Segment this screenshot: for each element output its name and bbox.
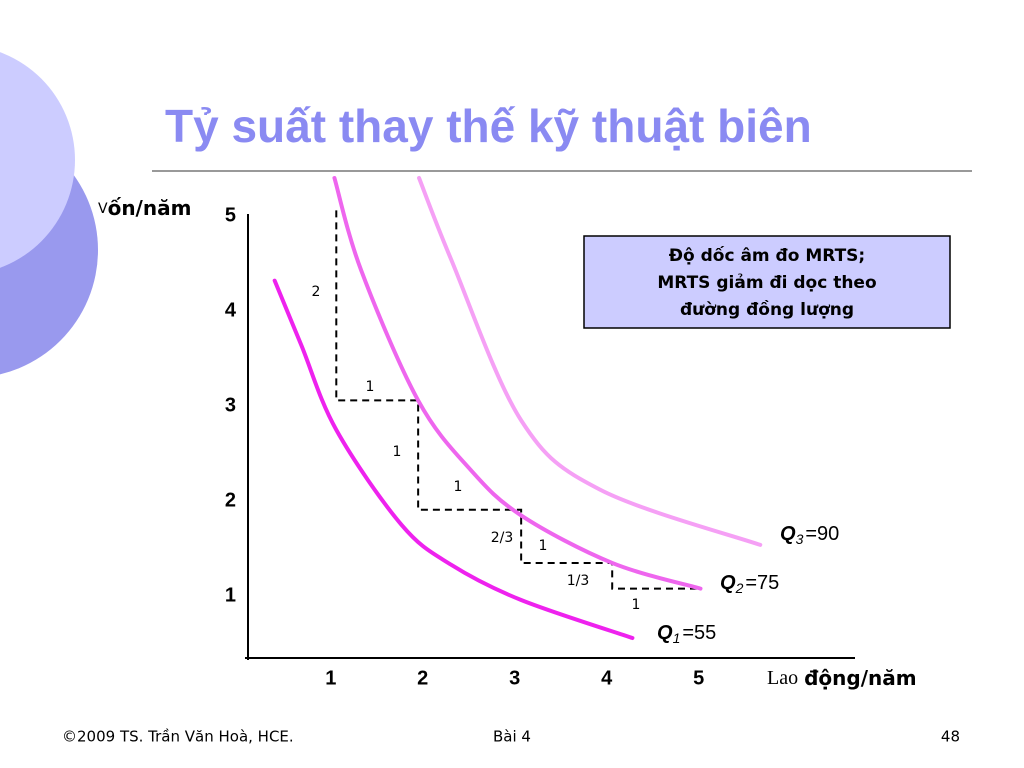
x-tick-label: 1 bbox=[325, 667, 336, 689]
isoquant bbox=[417, 176, 763, 547]
series-suffix: =75 bbox=[745, 572, 779, 594]
series-name: Q bbox=[720, 572, 736, 594]
title: Tỷ suất thay thế kỹ thuật biên bbox=[165, 100, 812, 152]
y-tick-label: 3 bbox=[225, 394, 236, 416]
x-tick-label: 2 bbox=[417, 667, 428, 689]
step-label: 1 bbox=[632, 597, 641, 613]
step-label: 1 bbox=[366, 379, 375, 395]
y-label-initial: V bbox=[98, 201, 108, 217]
series-label: Q1 =55 bbox=[657, 622, 716, 645]
decor-circle bbox=[0, 52, 75, 268]
series-label: Q3 =90 bbox=[780, 523, 839, 546]
series-name: Q bbox=[657, 622, 673, 644]
x-label: động/năm bbox=[804, 666, 917, 690]
x-tick-label: 4 bbox=[601, 667, 613, 689]
footer-lesson: Bài 4 bbox=[493, 728, 531, 746]
isoquant bbox=[272, 278, 635, 641]
y-axis-label: Vốn/năm bbox=[98, 196, 191, 220]
y-tick-label: 1 bbox=[225, 584, 236, 606]
y-tick-label: 5 bbox=[225, 204, 236, 226]
y-tick-label: 4 bbox=[225, 299, 237, 321]
series-name: Q bbox=[780, 523, 796, 545]
y-label: ốn/năm bbox=[108, 196, 192, 220]
x-axis-label: Lao động/năm bbox=[767, 666, 917, 690]
step-label: 2/3 bbox=[491, 530, 514, 546]
x-label-serif: Lao bbox=[767, 667, 798, 689]
step-label: 1 bbox=[454, 479, 463, 495]
step-label: 1/3 bbox=[567, 573, 590, 589]
series-sub: 3 bbox=[796, 531, 804, 547]
footer-page: 48 bbox=[941, 728, 960, 746]
series-suffix: =55 bbox=[682, 622, 716, 644]
step-label: 1 bbox=[539, 538, 548, 554]
series-suffix: =90 bbox=[805, 523, 839, 545]
x-tick-label: 5 bbox=[693, 667, 704, 689]
series-sub: 1 bbox=[673, 630, 681, 646]
series-label: Q2 =75 bbox=[720, 572, 779, 595]
isoquant bbox=[332, 176, 703, 591]
step-label: 1 bbox=[393, 444, 402, 460]
note-line: đường đồng lượng bbox=[680, 299, 854, 320]
x-tick-label: 3 bbox=[509, 667, 520, 689]
y-tick-label: 2 bbox=[225, 489, 236, 511]
note-line: Độ dốc âm đo MRTS; bbox=[669, 245, 865, 266]
series-sub: 2 bbox=[735, 580, 744, 596]
note-box bbox=[583, 235, 951, 329]
mrts-steps bbox=[335, 210, 701, 590]
note-line: MRTS giảm đi dọc theo bbox=[657, 273, 876, 293]
step-label: 2 bbox=[312, 284, 321, 300]
footer-copyright: ©2009 TS. Trần Văn Hoà, HCE. bbox=[62, 728, 294, 746]
